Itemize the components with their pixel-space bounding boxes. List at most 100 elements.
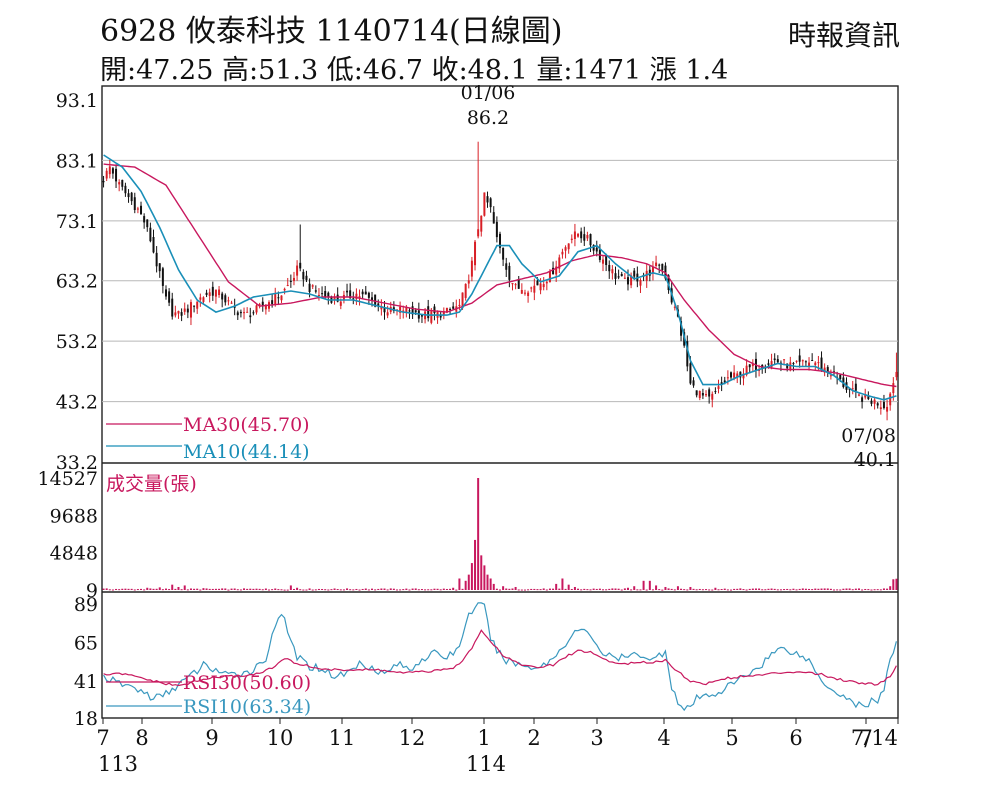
- volume-bar: [823, 588, 826, 590]
- candle-body: [876, 403, 879, 406]
- volume-bar: [171, 584, 174, 590]
- candle-body: [689, 363, 692, 384]
- volume-bar: [892, 579, 895, 590]
- candle-body: [420, 314, 423, 317]
- candle-body: [586, 234, 589, 239]
- candle-body: [751, 363, 754, 367]
- candle-body: [545, 281, 548, 284]
- year-label-114: 114: [466, 752, 506, 776]
- volume-bar: [630, 589, 633, 591]
- candle-body: [817, 362, 820, 364]
- candle-body: [333, 296, 336, 300]
- candle-body: [626, 277, 629, 285]
- volume-bar: [829, 588, 832, 590]
- rsi10-legend-label: RSI10(63.34): [183, 696, 311, 718]
- volume-bar: [239, 589, 242, 591]
- volume-bar: [249, 588, 252, 590]
- volume-bar: [786, 588, 789, 590]
- candle-body: [236, 312, 239, 316]
- candle-body: [127, 193, 130, 198]
- volume-bar: [183, 585, 186, 590]
- volume-y-tick: 14527: [38, 468, 98, 490]
- candle-body: [218, 289, 221, 296]
- volume-bar: [723, 588, 726, 590]
- candle-body: [555, 266, 558, 275]
- volume-bar: [499, 589, 501, 591]
- candle-body: [355, 293, 358, 299]
- volume-bar: [439, 589, 442, 591]
- volume-bar: [214, 588, 217, 590]
- candle-body: [773, 358, 776, 361]
- candle-body: [617, 276, 620, 278]
- volume-bar: [577, 588, 580, 590]
- volume-bar: [299, 589, 302, 591]
- volume-bar: [789, 589, 792, 591]
- volume-bar: [218, 588, 221, 590]
- volume-bar: [395, 589, 398, 591]
- volume-bar: [589, 589, 592, 591]
- price-y-tick: 93.1: [56, 90, 98, 112]
- volume-bar: [683, 589, 686, 591]
- volume-bar: [417, 589, 420, 591]
- candle-body: [208, 292, 211, 296]
- volume-bar: [573, 586, 576, 590]
- candle-body: [886, 406, 889, 412]
- candle-body: [630, 275, 633, 286]
- candle-body: [243, 312, 246, 314]
- x-tick-label: 4: [657, 726, 670, 750]
- volume-bar: [502, 586, 505, 590]
- volume-bar: [645, 589, 648, 591]
- volume-bar: [580, 589, 583, 591]
- candle-body: [767, 363, 770, 365]
- candle-body: [608, 265, 611, 272]
- candle-body: [442, 311, 445, 316]
- volume-bar: [605, 589, 608, 591]
- x-tick-label: 8: [135, 726, 148, 750]
- volume-bar: [804, 588, 807, 590]
- volume-bar: [811, 589, 814, 591]
- volume-bar: [779, 589, 782, 591]
- candle-body: [299, 262, 302, 269]
- candle-body: [614, 273, 617, 279]
- volume-bar: [836, 589, 839, 591]
- volume-bar: [283, 589, 286, 591]
- volume-bar: [608, 588, 611, 590]
- volume-bar: [230, 588, 233, 590]
- volume-bar: [302, 589, 305, 591]
- candle-body: [514, 284, 517, 286]
- candle-body: [733, 372, 736, 378]
- volume-bar: [567, 584, 570, 590]
- volume-bar: [333, 588, 336, 590]
- volume-bar: [820, 588, 823, 590]
- candle-body: [570, 238, 573, 240]
- candle-body: [705, 394, 708, 396]
- candle-body: [701, 393, 704, 396]
- candle-body: [673, 306, 676, 308]
- volume-bar: [161, 589, 164, 591]
- volume-bar: [467, 574, 470, 590]
- candle-body: [230, 302, 233, 304]
- candle-body: [449, 309, 452, 311]
- x-tick-label: 3: [590, 726, 603, 750]
- candle-body: [121, 179, 124, 187]
- volume-bar: [792, 588, 795, 590]
- candle-body: [882, 402, 885, 409]
- candle-body: [680, 321, 683, 336]
- moving-averages: [103, 154, 897, 401]
- low-value-label: 40.1: [854, 449, 896, 471]
- candle-body: [302, 271, 305, 280]
- volume-bar: [673, 589, 676, 591]
- rsi30-line: [103, 629, 897, 687]
- candle-body: [155, 252, 158, 267]
- volume-bar: [355, 588, 358, 590]
- volume-bar: [221, 588, 224, 590]
- price-y-tick: 33.2: [56, 452, 98, 474]
- candle-body: [283, 288, 286, 291]
- candle-body: [711, 393, 714, 400]
- peak-value-label: 86.2: [467, 107, 509, 129]
- volume-bar: [861, 589, 864, 591]
- candle-body: [823, 367, 826, 373]
- volume-bar: [308, 588, 311, 590]
- candle-body: [408, 310, 411, 312]
